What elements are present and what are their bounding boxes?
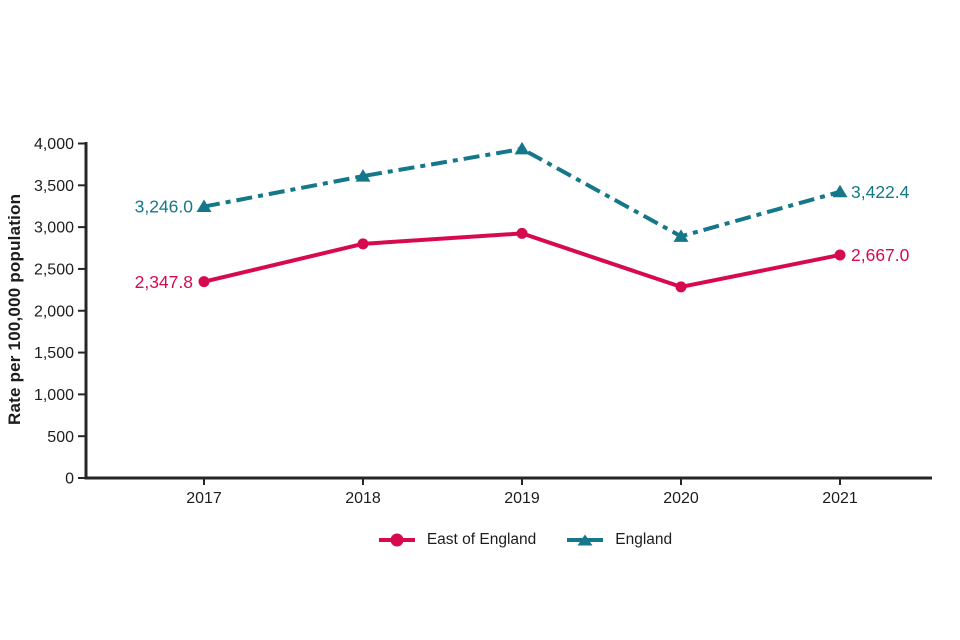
data-point-east-of-england bbox=[198, 276, 210, 288]
y-tick-label: 0 bbox=[65, 471, 74, 488]
first-value-label-east-of-england: 2,347.8 bbox=[135, 272, 193, 292]
legend-key-circle bbox=[390, 533, 404, 547]
data-point-england bbox=[673, 229, 689, 242]
y-tick-label: 1,000 bbox=[34, 387, 74, 404]
circle-line-marker-icon bbox=[378, 533, 415, 547]
series-line-east-of-england bbox=[203, 231, 841, 289]
x-tick-label: 2017 bbox=[186, 490, 222, 507]
y-tick-label: 500 bbox=[47, 429, 74, 446]
y-tick-label: 2,500 bbox=[34, 262, 74, 279]
y-axis-title: Rate per 100,000 population bbox=[5, 193, 24, 425]
y-tick-label: 3,000 bbox=[34, 220, 74, 237]
data-point-england bbox=[832, 184, 848, 198]
x-tick-label: 2018 bbox=[345, 490, 381, 507]
last-value-label-east-of-england: 2,667.0 bbox=[851, 245, 910, 265]
y-tick-label: 1,500 bbox=[34, 345, 74, 362]
data-point-east-of-england bbox=[357, 238, 369, 250]
x-tick-label: 2019 bbox=[504, 490, 540, 507]
legend-label-east-of-england: East of England bbox=[426, 531, 537, 548]
data-point-east-of-england bbox=[675, 281, 687, 293]
legend-item-east-of-england: East of England bbox=[378, 531, 536, 549]
y-tick-label: 3,500 bbox=[34, 178, 74, 195]
series-line-england bbox=[203, 146, 841, 239]
x-tick-label: 2021 bbox=[822, 490, 858, 507]
y-tick-label: 2,000 bbox=[34, 303, 74, 320]
x-tick-label: 2020 bbox=[663, 490, 699, 507]
data-point-england bbox=[355, 169, 371, 182]
first-value-label-england: 3,246.0 bbox=[135, 197, 194, 217]
legend-label-england: England bbox=[615, 531, 673, 548]
y-tick-label: 4,000 bbox=[34, 136, 74, 153]
data-point-east-of-england bbox=[834, 249, 846, 261]
data-point-england bbox=[196, 199, 212, 213]
legend-item-england: England bbox=[566, 531, 672, 549]
triangle-line-marker-icon bbox=[567, 534, 604, 546]
data-point-east-of-england bbox=[516, 227, 528, 239]
legend-key-triangle bbox=[577, 534, 593, 546]
chart-legend: East of England England bbox=[90, 531, 960, 549]
last-value-label-england: 3,422.4 bbox=[851, 182, 910, 202]
data-point-england bbox=[514, 141, 530, 155]
